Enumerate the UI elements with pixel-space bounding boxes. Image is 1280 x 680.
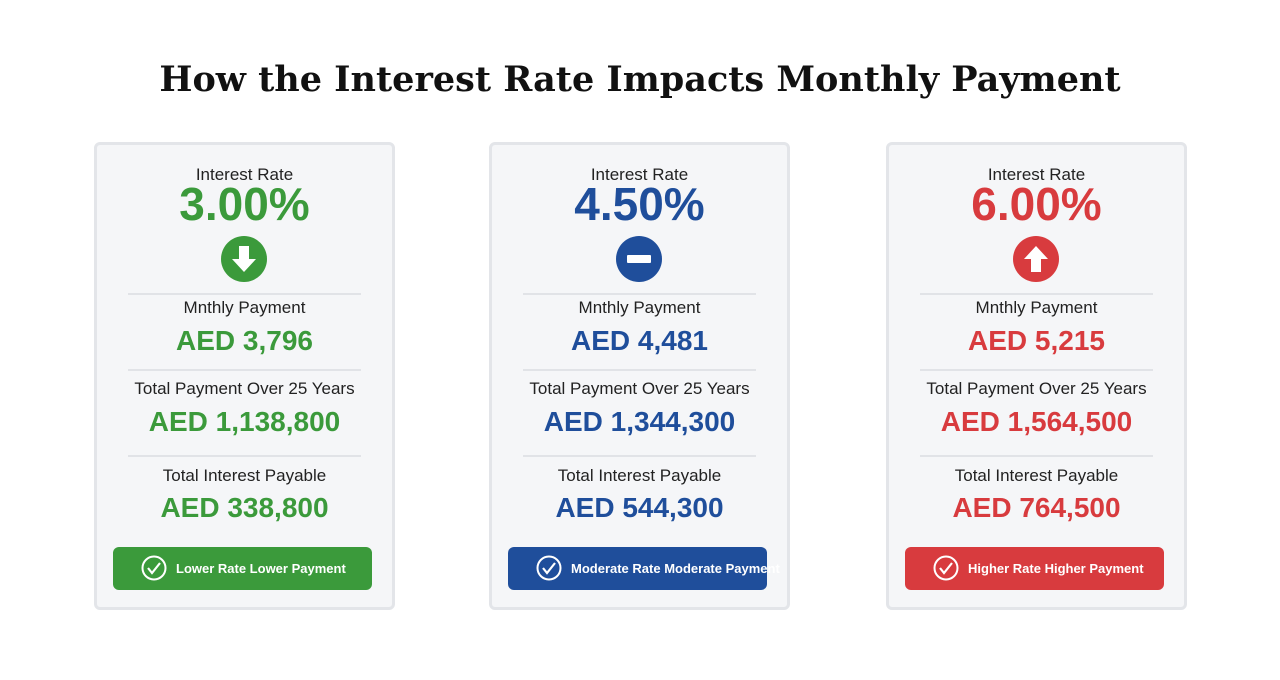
interest-label: Total Interest Payable — [162, 466, 327, 485]
monthly-label: Mnthly Payment — [578, 298, 701, 317]
rate-value: 6.00% — [971, 178, 1102, 230]
divider — [128, 293, 361, 295]
monthly-value: AED 5,215 — [968, 325, 1105, 356]
divider — [128, 369, 361, 371]
rate-label: Interest Rate — [590, 165, 689, 184]
rate-card: Interest Rate 6.00% Mnthly Payment AED 5… — [886, 142, 1187, 610]
divider — [920, 369, 1153, 371]
divider — [920, 293, 1153, 295]
rate-card: Interest Rate 3.00% Mnthly Payment AED 3… — [94, 142, 395, 610]
total-label: Total Payment Over 25 Years — [529, 379, 750, 398]
badge-text: Moderate Rate Moderate Payment — [571, 561, 780, 576]
total-value: AED 1,344,300 — [543, 406, 736, 437]
total-value: AED 1,138,800 — [148, 406, 341, 437]
badge-text: Lower Rate Lower Payment — [176, 561, 346, 576]
interest-value: AED 544,300 — [555, 492, 724, 523]
divider — [523, 455, 756, 457]
interest-value: AED 338,800 — [160, 492, 329, 523]
neutral-icon — [616, 236, 662, 282]
divider — [128, 455, 361, 457]
badge: Moderate Rate Moderate Payment — [508, 547, 780, 590]
up-icon — [1013, 236, 1059, 282]
monthly-value: AED 4,481 — [571, 325, 708, 356]
monthly-value: AED 3,796 — [176, 325, 313, 356]
total-label: Total Payment Over 25 Years — [926, 379, 1147, 398]
down-icon — [221, 236, 267, 282]
rate-label: Interest Rate — [987, 165, 1086, 184]
total-value: AED 1,564,500 — [940, 406, 1133, 437]
total-label: Total Payment Over 25 Years — [134, 379, 355, 398]
divider — [523, 293, 756, 295]
page-title: How the Interest Rate Impacts Monthly Pa… — [159, 59, 1121, 100]
interest-value: AED 764,500 — [952, 492, 1121, 523]
divider — [523, 369, 756, 371]
rate-value: 4.50% — [574, 178, 705, 230]
rate-label: Interest Rate — [195, 165, 294, 184]
interest-label: Total Interest Payable — [557, 466, 722, 485]
badge: Lower Rate Lower Payment — [113, 547, 372, 590]
rate-value: 3.00% — [179, 178, 310, 230]
rate-card: Interest Rate 4.50% Mnthly Payment AED 4… — [489, 142, 790, 610]
monthly-label: Mnthly Payment — [183, 298, 306, 317]
badge: Higher Rate Higher Payment — [905, 547, 1164, 590]
monthly-label: Mnthly Payment — [975, 298, 1098, 317]
divider — [920, 455, 1153, 457]
badge-text: Higher Rate Higher Payment — [968, 561, 1144, 576]
interest-label: Total Interest Payable — [954, 466, 1119, 485]
